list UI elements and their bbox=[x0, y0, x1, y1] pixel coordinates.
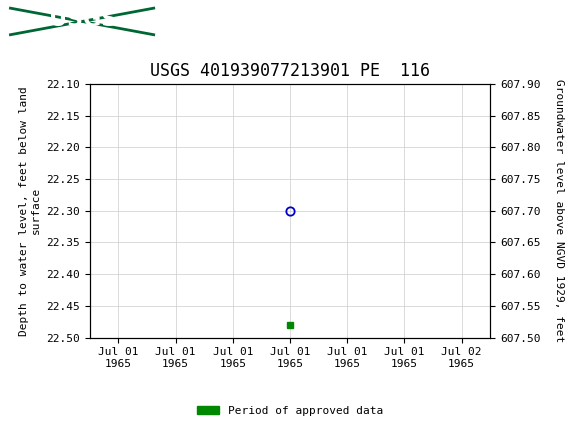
Y-axis label: Groundwater level above NGVD 1929, feet: Groundwater level above NGVD 1929, feet bbox=[554, 79, 564, 342]
Text: USGS: USGS bbox=[49, 10, 118, 31]
Y-axis label: Depth to water level, feet below land
surface: Depth to water level, feet below land su… bbox=[19, 86, 41, 335]
Legend: Period of approved data: Period of approved data bbox=[193, 401, 387, 420]
FancyBboxPatch shape bbox=[10, 8, 154, 35]
Title: USGS 401939077213901 PE  116: USGS 401939077213901 PE 116 bbox=[150, 61, 430, 80]
